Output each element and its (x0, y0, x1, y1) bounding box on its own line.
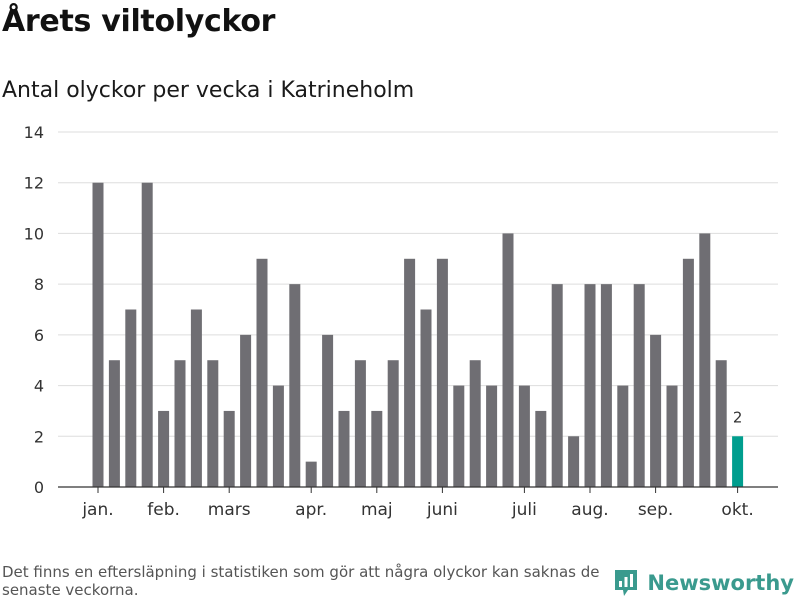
x-tick-label: juli (511, 500, 537, 520)
x-tick-label: mars (208, 500, 251, 520)
bar (158, 410, 170, 487)
brand-name: Newsworthy (647, 571, 794, 595)
y-tick-label: 6 (34, 326, 44, 345)
y-tick-label: 8 (34, 275, 44, 294)
x-tick-label: aug. (571, 500, 608, 520)
x-tick-label: okt. (721, 500, 753, 520)
y-tick-label: 4 (34, 377, 44, 396)
x-tick-label: jan. (81, 500, 113, 520)
y-tick-label: 2 (34, 427, 44, 446)
bar (190, 309, 202, 487)
bar (322, 334, 334, 487)
bar (666, 385, 678, 487)
bar (305, 461, 317, 487)
x-tick-label: juni (426, 500, 458, 520)
bar (92, 182, 104, 487)
bar (387, 360, 399, 487)
chart-title: Årets viltolyckor (2, 4, 276, 39)
bar (240, 334, 252, 487)
bar (174, 360, 186, 487)
bar (600, 284, 612, 487)
bar (699, 233, 711, 487)
bar (141, 182, 153, 487)
x-tick-label: sep. (638, 500, 674, 520)
x-tick-label: maj (361, 500, 393, 520)
y-tick-label: 14 (24, 123, 44, 142)
bar (633, 284, 645, 487)
bar (108, 360, 120, 487)
bar (715, 360, 727, 487)
bar (289, 284, 301, 487)
bar-highlight (732, 436, 744, 487)
bar (551, 284, 563, 487)
bar (535, 410, 547, 487)
bar (371, 410, 383, 487)
newsworthy-logo-icon (615, 570, 638, 596)
bar (420, 309, 432, 487)
bar (125, 309, 137, 487)
brand-logo[interactable]: Newsworthy (613, 568, 794, 598)
bar (338, 410, 350, 487)
bar (486, 385, 498, 487)
bar (617, 385, 629, 487)
bar (223, 410, 235, 487)
bar (682, 258, 694, 487)
bar (584, 284, 596, 487)
x-tick-label: feb. (147, 500, 180, 520)
bar (256, 258, 268, 487)
y-tick-label: 12 (24, 174, 44, 193)
bar (404, 258, 416, 487)
bar (650, 334, 662, 487)
bar (207, 360, 219, 487)
y-tick-label: 10 (24, 224, 44, 243)
bar (502, 233, 514, 487)
data-label: 2 (733, 408, 743, 426)
footnote: Det finns en eftersläpning i statistiken… (2, 563, 600, 599)
chart-subtitle: Antal olyckor per vecka i Katrineholm (2, 78, 415, 103)
bar (518, 385, 530, 487)
x-tick-label: apr. (295, 500, 327, 520)
bar (469, 360, 481, 487)
bar-chart: 0 2 4 6 8 10 12 14 2 jan. feb. mars apr. maj juni juli a… (24, 123, 778, 520)
bar (568, 436, 580, 487)
bar (453, 385, 465, 487)
bar (354, 360, 366, 487)
bar (272, 385, 284, 487)
y-tick-label: 0 (34, 478, 44, 497)
bar (436, 258, 448, 487)
